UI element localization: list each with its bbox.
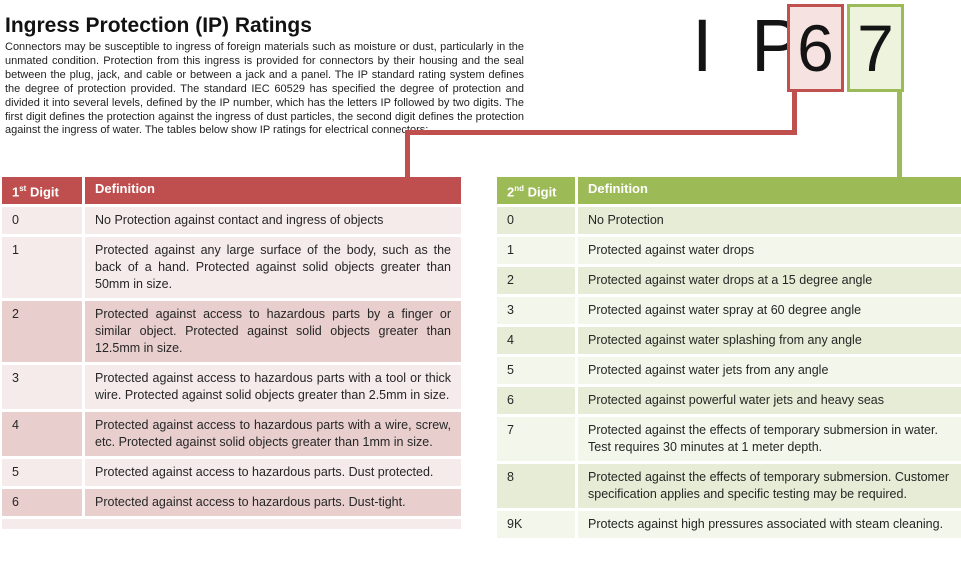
table-row-partial	[2, 519, 461, 530]
second-digit-table: 2nd Digit Definition 0 No Protection 1 P…	[497, 177, 961, 541]
table-row: 0 No Protection	[497, 207, 961, 235]
table-row: 7 Protected against the effects of tempo…	[497, 417, 961, 462]
definition-header-cell: Definition	[575, 177, 961, 205]
definition-cell: No Protection	[575, 207, 961, 235]
definition-cell: Protected against access to hazardous pa…	[82, 459, 461, 487]
digit-cell: 2	[12, 307, 19, 322]
first-digit-table: 1st Digit Definition 0 No Protection aga…	[2, 177, 461, 532]
digit-cell: 7	[507, 423, 514, 438]
second-digit-value: 7	[857, 11, 894, 85]
definition-cell: Protected against the effects of tempora…	[575, 464, 961, 509]
first-digit-table-header: 1st Digit Definition	[2, 177, 461, 205]
table-row: 9K Protects against high pressures assoc…	[497, 511, 961, 539]
definition-header-cell: Definition	[82, 177, 461, 205]
definition-cell: Protected against access to hazardous pa…	[82, 489, 461, 517]
definition-cell: No Protection against contact and ingres…	[82, 207, 461, 235]
second-digit-table-header: 2nd Digit Definition	[497, 177, 961, 205]
red-connector-line	[405, 130, 410, 177]
digit-cell: 0	[507, 213, 514, 228]
table-row: 4 Protected against access to hazardous …	[2, 412, 461, 457]
table-row: 3 Protected against access to hazardous …	[2, 365, 461, 410]
first-digit-box: 6	[787, 4, 844, 92]
digit-cell: 5	[507, 363, 514, 378]
table-row: 6 Protected against access to hazardous …	[2, 489, 461, 517]
definition-cell: Protected against water jets from any an…	[575, 357, 961, 385]
intro-paragraph: Connectors may be susceptible to ingress…	[5, 41, 524, 137]
table-row: 8 Protected against the effects of tempo…	[497, 464, 961, 509]
table-row: 4 Protected against water splashing from…	[497, 327, 961, 355]
digit-cell: 1	[12, 243, 19, 258]
definition-cell: Protected against access to hazardous pa…	[82, 301, 461, 363]
page-title: Ingress Protection (IP) Ratings	[5, 14, 312, 38]
digit-header-cell: 1st Digit	[12, 184, 59, 200]
table-row: 6 Protected against powerful water jets …	[497, 387, 961, 415]
digit-cell: 6	[507, 393, 514, 408]
digit-header-cell: 2nd Digit	[507, 184, 557, 200]
definition-cell: Protected against the effects of tempora…	[575, 417, 961, 462]
ip-prefix-text: I P	[692, 4, 810, 87]
definition-cell: Protects against high pressures associat…	[575, 511, 961, 539]
table-row: 0 No Protection against contact and ingr…	[2, 207, 461, 235]
table-row: 2 Protected against water drops at a 15 …	[497, 267, 961, 295]
definition-cell: Protected against powerful water jets an…	[575, 387, 961, 415]
table-row: 3 Protected against water spray at 60 de…	[497, 297, 961, 325]
table-row: 5 Protected against water jets from any …	[497, 357, 961, 385]
digit-cell: 2	[507, 273, 514, 288]
table-row: 1 Protected against any large surface of…	[2, 237, 461, 299]
definition-cell: Protected against water splashing from a…	[575, 327, 961, 355]
definition-cell: Protected against access to hazardous pa…	[82, 412, 461, 457]
second-digit-box: 7	[847, 4, 904, 92]
digit-cell: 1	[507, 243, 514, 258]
red-connector-line	[405, 130, 797, 135]
digit-cell: 9K	[507, 517, 523, 532]
digit-cell: 3	[12, 371, 19, 386]
digit-cell: 0	[12, 213, 19, 228]
first-digit-value: 6	[797, 11, 834, 85]
definition-cell: Protected against water drops	[575, 237, 961, 265]
table-row: 5 Protected against access to hazardous …	[2, 459, 461, 487]
digit-cell: 4	[12, 418, 19, 433]
definition-cell: Protected against any large surface of t…	[82, 237, 461, 299]
definition-cell: Protected against water drops at a 15 de…	[575, 267, 961, 295]
red-connector-line	[792, 91, 797, 135]
table-row: 2 Protected against access to hazardous …	[2, 301, 461, 363]
definition-cell: Protected against access to hazardous pa…	[82, 365, 461, 410]
digit-cell: 5	[12, 465, 19, 480]
digit-cell: 3	[507, 303, 514, 318]
table-row: 1 Protected against water drops	[497, 237, 961, 265]
digit-cell: 4	[507, 333, 514, 348]
definition-cell: Protected against water spray at 60 degr…	[575, 297, 961, 325]
digit-cell: 6	[12, 495, 19, 510]
green-connector-line	[897, 91, 902, 177]
digit-cell: 8	[507, 470, 514, 485]
